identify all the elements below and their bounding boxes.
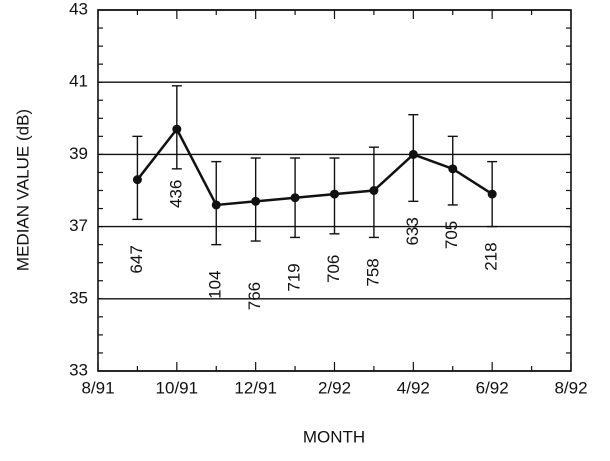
data-point	[408, 149, 418, 159]
y-tick-label: 35	[69, 288, 88, 307]
data-point	[369, 186, 379, 195]
y-tick-label: 37	[69, 216, 88, 235]
y-axis-label: MEDIAN VALUE (dB)	[13, 109, 32, 271]
y-tick-label: 41	[69, 72, 88, 91]
data-point	[211, 200, 221, 210]
point-label: 104	[206, 270, 225, 298]
data-line	[136, 126, 493, 207]
x-tick-label: 4/92	[397, 378, 430, 397]
point-label: 705	[442, 221, 461, 249]
x-tick-label: 12/91	[234, 378, 277, 397]
point-label: 758	[363, 258, 382, 286]
data-point	[330, 189, 339, 199]
data-point	[448, 164, 458, 174]
x-axis-label: MONTH	[303, 427, 365, 446]
data-point	[251, 196, 261, 206]
data-point	[487, 189, 497, 199]
y-tick-label: 43	[69, 0, 88, 18]
x-tick-label: 8/92	[554, 378, 587, 397]
y-tick-label: 33	[69, 360, 88, 379]
x-tick-label: 10/91	[156, 378, 199, 397]
x-tick-label: 8/91	[81, 378, 114, 397]
data-point	[172, 124, 182, 134]
point-label: 218	[482, 242, 501, 270]
point-label: 633	[403, 217, 422, 245]
data-point	[132, 175, 142, 185]
x-tick-label: 6/92	[476, 378, 509, 397]
data-point	[290, 193, 300, 203]
point-label: 766	[245, 282, 264, 310]
point-label: 436	[166, 180, 185, 208]
point-label: 647	[127, 245, 146, 273]
point-label: 719	[285, 263, 304, 291]
point-label: 706	[324, 255, 343, 283]
y-tick-label: 39	[69, 144, 88, 163]
x-tick-label: 2/92	[318, 378, 351, 397]
